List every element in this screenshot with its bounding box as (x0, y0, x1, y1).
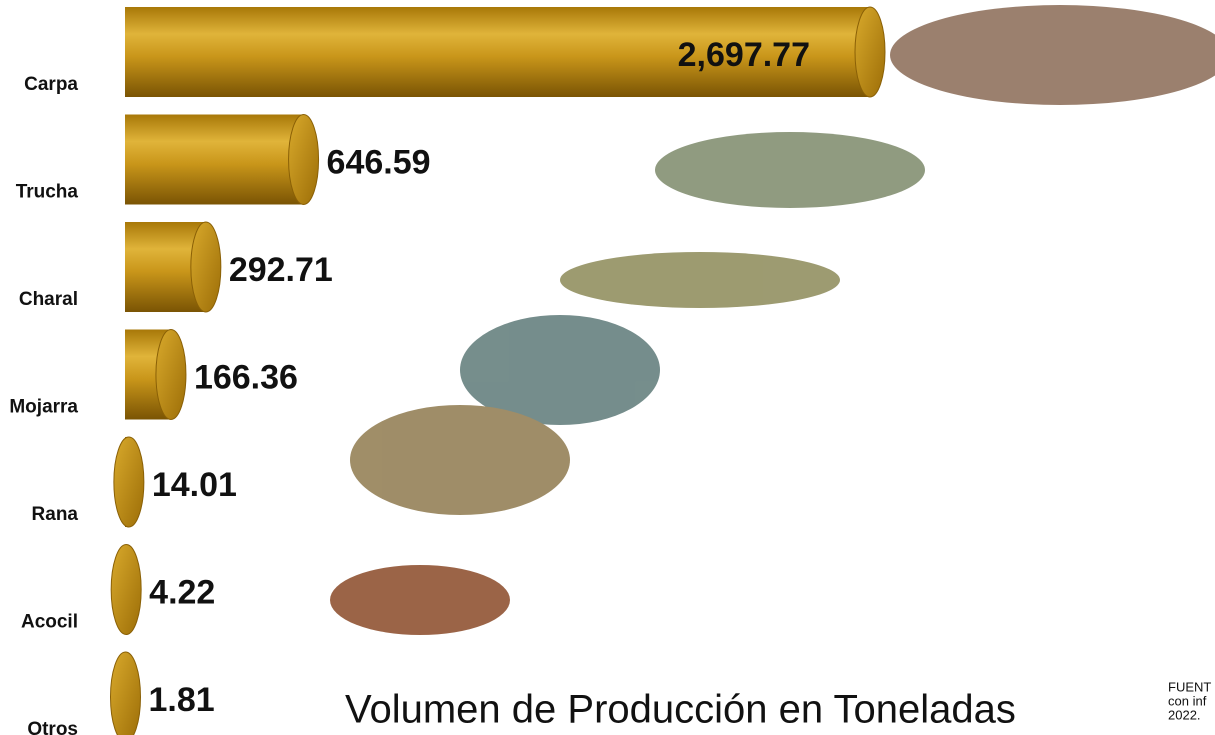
category-label: Otros (27, 719, 78, 735)
bar (125, 6, 886, 98)
bar-cap (113, 436, 145, 528)
category-label: Trucha (16, 182, 79, 203)
bar-cap (854, 6, 886, 98)
value-label: 292.71 (229, 251, 333, 289)
bar (125, 114, 320, 205)
category-label: Mojarra (9, 397, 78, 418)
bar (110, 651, 141, 735)
bar (110, 544, 142, 635)
category-label: Rana (32, 504, 79, 525)
chart-title: Volumen de Producción en Toneladas (345, 688, 1016, 732)
bar-cap (190, 221, 222, 313)
bar (125, 329, 187, 420)
source-line: 2022. (1168, 707, 1201, 722)
category-label: Charal (19, 289, 78, 310)
animal-illustrations (330, 5, 1215, 635)
value-label: 646.59 (327, 143, 431, 181)
bar-cap (110, 651, 141, 735)
bar-cap (288, 114, 320, 205)
value-label: 14.01 (152, 466, 237, 504)
source-line: con inf (1168, 693, 1207, 708)
bar-body (125, 114, 304, 205)
bar-body (125, 7, 870, 97)
bar (125, 221, 222, 313)
category-label: Acocil (21, 612, 78, 633)
value-label: 166.36 (194, 358, 298, 396)
value-label: 2,697.77 (678, 36, 810, 74)
value-label: 1.81 (148, 681, 214, 719)
source-line: FUENT (1168, 679, 1211, 694)
bar-cap (155, 329, 187, 420)
bar-cap (110, 544, 142, 635)
category-label: Carpa (24, 74, 78, 95)
value-label: 4.22 (149, 573, 215, 611)
bar (113, 436, 145, 528)
